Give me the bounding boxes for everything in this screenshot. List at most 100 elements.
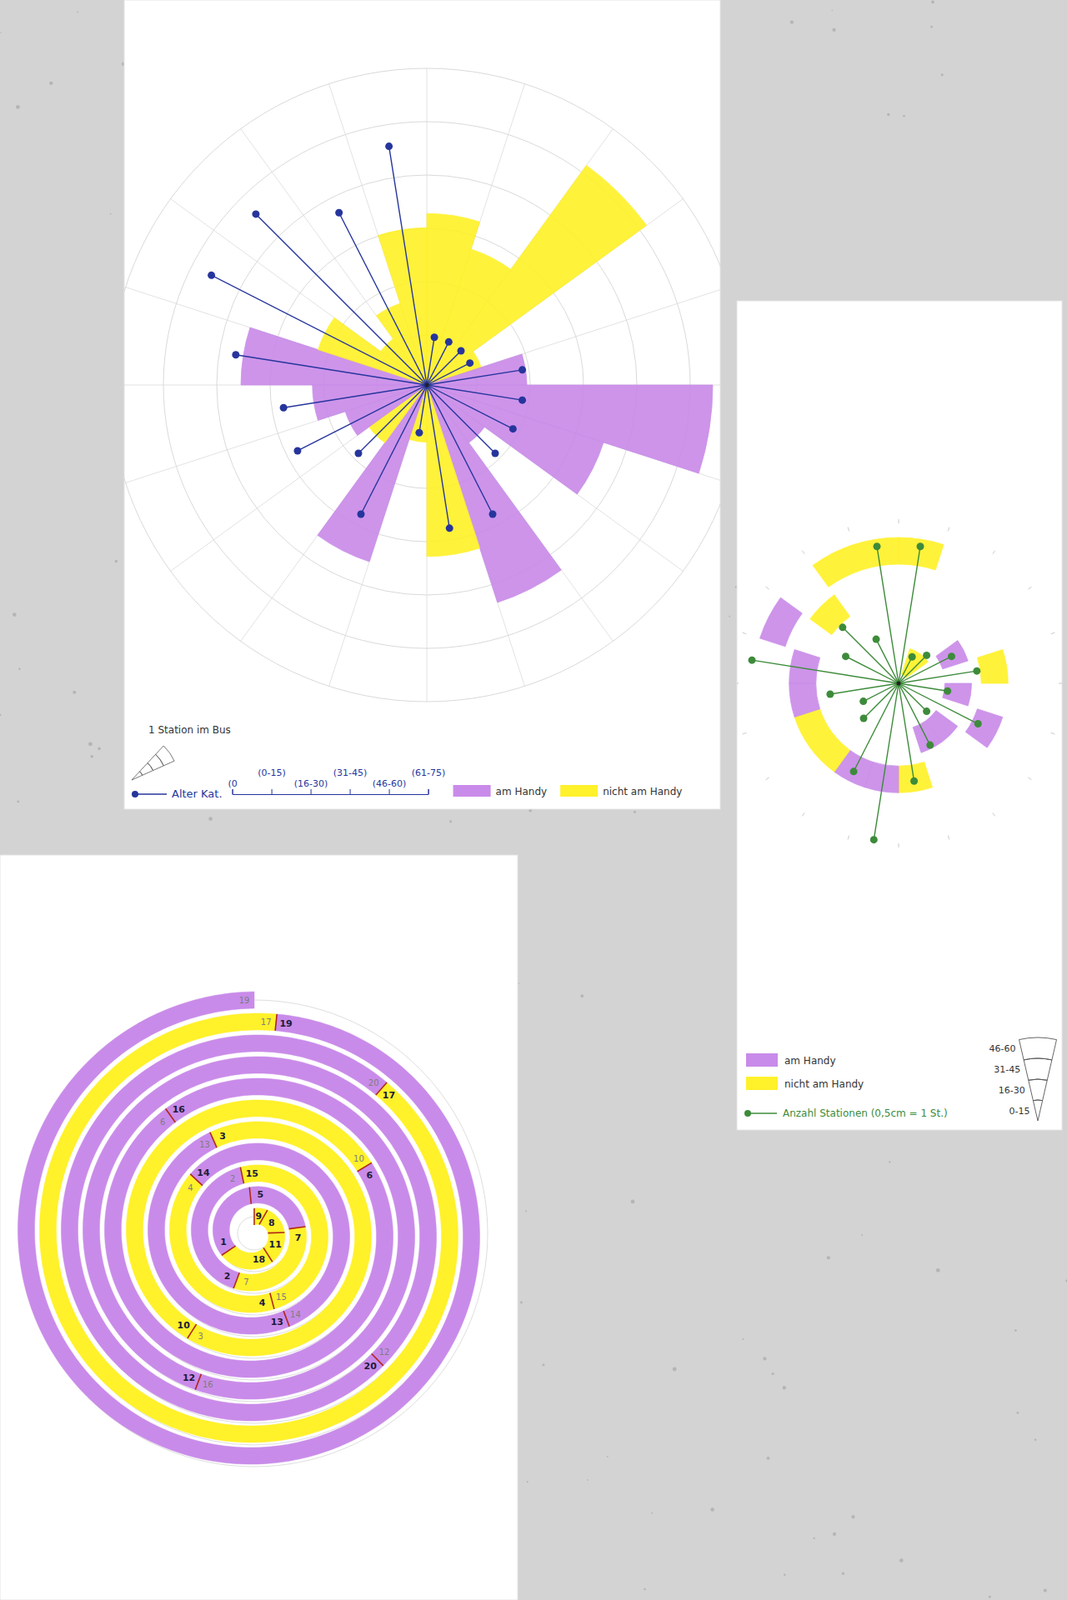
- ring: [898, 761, 933, 793]
- pore: [115, 560, 118, 563]
- tick-mark: [428, 789, 430, 795]
- lollipop-series: [748, 542, 982, 844]
- pore: [1014, 1329, 1017, 1333]
- spiral-segment: [221, 1246, 273, 1270]
- wedge-series: [240, 165, 713, 603]
- plot-area: [124, 68, 721, 702]
- legend: 1 Station im BusAlter Kat.(0(0-15)(16-30…: [131, 724, 682, 801]
- segment-label: 11: [269, 1239, 282, 1251]
- pore: [861, 1234, 863, 1237]
- ring: [965, 709, 1003, 748]
- tick-label: (61-75): [411, 767, 446, 779]
- lollipop-dot: [488, 510, 496, 519]
- pore: [76, 11, 79, 14]
- pore: [0, 32, 2, 35]
- pencil-ray: [125, 287, 427, 386]
- pore: [542, 1363, 546, 1367]
- tick-mark: [389, 789, 391, 795]
- tick-mark: [271, 789, 273, 795]
- lollipop-dot: [972, 667, 981, 676]
- lollipop-dot: [922, 651, 931, 660]
- pencil-ray: [170, 199, 427, 386]
- pore: [0, 714, 1, 717]
- pore: [518, 982, 520, 984]
- plot: [736, 519, 1062, 848]
- lollipop-dot: [850, 767, 858, 776]
- segment-label: 17: [382, 1090, 396, 1102]
- segment-end-label: 17: [260, 1017, 272, 1027]
- ring: [760, 597, 803, 647]
- segment-end-label: 14: [290, 1310, 301, 1320]
- lollipop-stem: [830, 683, 899, 695]
- ring: [942, 683, 972, 707]
- segment-end-label: 19: [239, 996, 251, 1006]
- pore: [886, 113, 890, 116]
- segment-label: 10: [177, 1320, 191, 1332]
- lollipop-dot: [518, 396, 526, 405]
- segment-boundary: [221, 1246, 236, 1256]
- wedge: [426, 165, 647, 386]
- ring: [976, 649, 1008, 684]
- lollipop-dot: [445, 524, 454, 532]
- pore: [606, 1456, 609, 1458]
- segment-label: 6: [365, 1170, 373, 1182]
- legend-line: [135, 793, 167, 795]
- lollipop-dot: [207, 271, 216, 280]
- tick-label: (16-30): [294, 778, 329, 790]
- tick-label: (31-45): [333, 767, 368, 779]
- pore: [710, 1507, 715, 1513]
- legend-label: 1 Station im Bus: [148, 724, 231, 737]
- lollipop-stem: [898, 671, 977, 684]
- lollipop-dot: [974, 720, 982, 728]
- pore: [1065, 1280, 1067, 1283]
- segment-boundary: [240, 1167, 244, 1185]
- pore: [771, 1372, 774, 1376]
- ring: [812, 545, 862, 588]
- tick-mark: [350, 789, 351, 795]
- pore: [18, 668, 21, 672]
- lollipop-dot: [947, 652, 956, 661]
- ring: [789, 683, 821, 718]
- segment-boundary: [210, 1132, 217, 1148]
- lollipop-dot: [908, 653, 917, 662]
- pencil-circle: [124, 68, 721, 702]
- pencil-tick: [992, 812, 996, 817]
- lollipop-stem: [426, 385, 496, 454]
- pore: [812, 1537, 815, 1540]
- lollipop-stem: [846, 656, 899, 684]
- pencil-grid: [124, 68, 721, 702]
- cone-band: [1023, 1058, 1052, 1081]
- pore: [832, 1532, 837, 1537]
- pencil-tick: [766, 586, 770, 590]
- lollipop-stem: [360, 385, 427, 515]
- pore: [742, 1338, 745, 1341]
- panel: 1 Station im BusAlter Kat.(0(0-15)(16-30…: [110, 0, 744, 810]
- ring: [810, 595, 851, 636]
- paper: [736, 300, 1062, 1131]
- segment-label: 8: [268, 1217, 276, 1229]
- lollipop-dot: [354, 450, 362, 458]
- pore: [851, 1515, 855, 1519]
- legend-line: [747, 1112, 777, 1114]
- lollipop-dot: [445, 338, 453, 346]
- lollipop-dot: [293, 446, 301, 455]
- pore: [15, 105, 21, 110]
- tick: (46-60): [372, 778, 407, 795]
- lollipop-dot: [357, 510, 366, 519]
- pore: [728, 616, 731, 618]
- pore: [902, 115, 906, 118]
- lollipop-dot: [518, 365, 526, 374]
- pencil-tick: [801, 551, 805, 555]
- lollipop-dot: [826, 691, 834, 699]
- stage: 1 Station im BusAlter Kat.(0(0-15)(16-30…: [0, 0, 1067, 1600]
- lollipop-stem: [876, 546, 899, 684]
- paper: [0, 855, 518, 1600]
- tick-label: 31-45: [993, 1064, 1021, 1076]
- station-icon: [155, 746, 175, 767]
- pencil-ray: [170, 385, 427, 572]
- center: [425, 383, 430, 388]
- panel: am Handynicht am HandyAnzahl Stationen (…: [734, 300, 1063, 1131]
- segment-end-label: 10: [353, 1154, 365, 1164]
- lollipop-stem: [255, 214, 427, 386]
- pore: [72, 691, 76, 695]
